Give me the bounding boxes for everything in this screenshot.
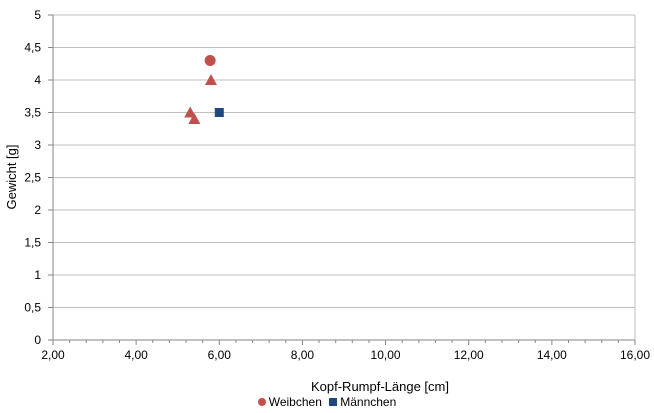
data-point-circle <box>204 55 216 66</box>
x-tick-label: 4,00 <box>124 348 148 362</box>
x-tick-label: 12,00 <box>454 348 484 362</box>
x-axis-label: Kopf-Rumpf-Länge [cm] <box>311 379 449 394</box>
y-tick-labels: 0 0,5 1 1,5 2 2,5 3 3,5 4 4,5 5 <box>24 8 41 347</box>
y-tick-label: 2,5 <box>24 171 41 185</box>
y-tick-label: 0,5 <box>24 301 41 315</box>
square-marker-icon <box>329 398 338 406</box>
x-tick-label: 16,00 <box>620 348 650 362</box>
y-tick-label: 1 <box>34 268 41 282</box>
y-tick-label: 3 <box>34 138 41 152</box>
legend: Weibchen Männchen <box>0 395 654 409</box>
data-point-triangle <box>188 113 201 124</box>
y-axis-label: Gewicht [g] <box>4 144 19 209</box>
y-tick-label: 0 <box>34 333 41 347</box>
x-tick-label: 6,00 <box>208 348 232 362</box>
circle-marker-icon <box>257 398 266 406</box>
x-tick-labels: 2,00 4,00 6,00 8,00 10,00 12,00 14,00 16,00 <box>41 348 650 362</box>
data-point-square <box>214 108 224 117</box>
y-tick-label: 4 <box>34 73 41 87</box>
legend-label-weibchen: Weibchen <box>268 395 322 409</box>
legend-label-maennchen: Männchen <box>340 395 397 409</box>
x-tick-label: 10,00 <box>371 348 401 362</box>
x-tick-label: 8,00 <box>291 348 315 362</box>
data-point-triangle <box>184 106 197 118</box>
y-tick-label: 5 <box>34 8 41 22</box>
data-points <box>184 55 224 124</box>
x-tick-label: 14,00 <box>537 348 567 362</box>
y-tick-label: 3,5 <box>24 106 41 120</box>
legend-item-maennchen: Männchen <box>329 395 396 409</box>
gridlines <box>53 14 635 308</box>
legend-item-weibchen: Weibchen <box>257 395 322 409</box>
data-point-triangle <box>204 74 217 85</box>
axes <box>48 14 636 345</box>
y-tick-label: 4,5 <box>24 41 41 55</box>
y-tick-label: 2 <box>34 203 41 217</box>
x-tick-label: 2,00 <box>41 348 65 362</box>
y-tick-label: 1,5 <box>24 236 41 250</box>
